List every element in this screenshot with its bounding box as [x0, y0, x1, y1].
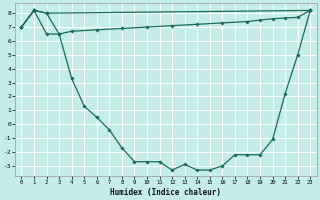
X-axis label: Humidex (Indice chaleur): Humidex (Indice chaleur)	[110, 188, 221, 197]
